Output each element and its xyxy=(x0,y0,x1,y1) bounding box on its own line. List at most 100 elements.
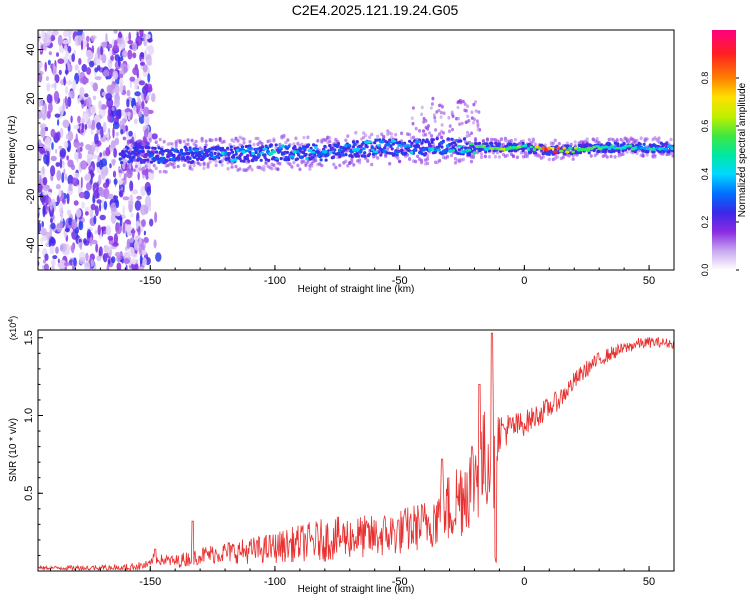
heatmap-noise-blob xyxy=(39,61,43,68)
heatmap-noise-blob xyxy=(90,203,97,211)
heatmap-core-blob xyxy=(339,145,343,149)
heatmap-noise-blob xyxy=(96,255,102,262)
heatmap-noise-blob xyxy=(126,238,131,250)
heatmap-noise-blob xyxy=(53,90,60,102)
heatmap-core-blob xyxy=(158,150,162,154)
heatmap-halo-blob xyxy=(398,159,402,164)
x-tick-label: -150 xyxy=(139,576,161,588)
heatmap-noise-blob xyxy=(56,170,62,181)
heatmap-halo-blob xyxy=(152,163,156,168)
heatmap-core-blob xyxy=(459,139,463,143)
heatmap-halo-blob xyxy=(338,163,342,168)
colorbar-ticks: 0.0 0.2 0.4 0.6 0.8 xyxy=(700,72,739,276)
heatmap-wisp-blob xyxy=(433,119,437,123)
heatmap-core-blob xyxy=(245,157,250,161)
heatmap-noise-blob xyxy=(63,168,66,176)
heatmap-ridge-blob xyxy=(244,149,250,153)
heatmap-noise-blob xyxy=(62,101,65,113)
heatmap-noise-blob xyxy=(133,240,140,251)
heatmap-core-blob xyxy=(203,148,207,152)
heatmap-noise-blob xyxy=(44,136,51,149)
heatmap-ridge-blob xyxy=(552,150,558,153)
heatmap-ridge-blob xyxy=(483,147,490,151)
heatmap-core-blob xyxy=(410,141,414,145)
heatmap-noise-blob xyxy=(42,191,49,196)
heatmap-halo-blob xyxy=(142,142,146,147)
heatmap-noise-blob xyxy=(146,186,152,196)
heatmap-core-blob xyxy=(642,142,646,146)
heatmap-wisp-blob xyxy=(420,105,424,110)
snr-panel: -150 -100 -50 0 50 0.5 1.0 1.5 Height of strai… xyxy=(8,316,675,595)
heatmap-noise-blob xyxy=(143,236,149,244)
heatmap-halo-blob xyxy=(130,137,134,142)
heatmap-noise-blob xyxy=(67,45,72,54)
heatmap-halo-blob xyxy=(256,142,260,146)
heatmap-core-blob xyxy=(304,152,308,157)
heatmap-core-blob xyxy=(226,146,230,150)
heatmap-halo-blob xyxy=(242,137,246,141)
heatmap-noise-blob xyxy=(140,61,145,66)
heatmap-core-blob xyxy=(384,140,388,144)
heatmap-ridge-blob xyxy=(428,147,432,152)
heatmap-ridge-blob xyxy=(317,154,321,158)
heatmap-noise-blob xyxy=(47,191,52,197)
heatmap-halo-blob xyxy=(362,131,366,135)
heatmap-core-blob xyxy=(248,144,252,148)
heatmap-noise-blob xyxy=(40,227,47,237)
heatmap-core-blob xyxy=(259,148,263,152)
heatmap-x-ticks: -150 -100 -50 0 50 xyxy=(49,265,675,287)
heatmap-ridge-blob xyxy=(307,148,313,153)
snr-x-label: Height of straight line (km) xyxy=(298,584,415,595)
heatmap-core-blob xyxy=(400,148,404,152)
heatmap-halo-blob xyxy=(314,158,318,163)
heatmap-noise-blob xyxy=(86,156,92,165)
heatmap-core-blob xyxy=(408,139,412,143)
heatmap-noise-blob xyxy=(39,147,46,154)
heatmap-ridge-blob xyxy=(296,150,300,154)
heatmap-halo-blob xyxy=(461,157,466,162)
heatmap-halo-blob xyxy=(344,159,348,164)
heatmap-noise-blob xyxy=(115,222,122,235)
heatmap-noise-blob xyxy=(71,90,75,99)
heatmap-noise-blob xyxy=(121,50,128,58)
heatmap-core-blob xyxy=(521,141,525,145)
heatmap-core-blob xyxy=(186,155,190,159)
heatmap-core-blob xyxy=(247,159,251,163)
heatmap-noise-blob xyxy=(68,183,73,192)
heatmap-core-blob xyxy=(293,145,297,149)
heatmap-x-label: Height of straight line (km) xyxy=(298,284,415,295)
heatmap-halo-blob xyxy=(414,159,418,164)
heatmap-noise-blob xyxy=(61,198,66,203)
heatmap-noise-blob xyxy=(98,250,101,257)
heatmap-noise-blob xyxy=(62,39,69,45)
heatmap-halo-blob xyxy=(210,138,214,143)
heatmap-noise-blob xyxy=(143,106,150,117)
heatmap-noise-blob xyxy=(48,239,52,247)
heatmap-noise-blob xyxy=(96,122,102,130)
heatmap-noise-blob xyxy=(141,219,146,228)
heatmap-wisp-blob xyxy=(424,119,428,123)
heatmap-ridge-blob xyxy=(157,159,164,163)
heatmap-ridge-blob xyxy=(523,144,528,148)
snr-y-multiplier-base: (x10 xyxy=(8,323,18,341)
heatmap-core-blob xyxy=(141,146,145,150)
heatmap-noise-blob xyxy=(50,217,53,224)
heatmap-halo-blob xyxy=(447,129,452,133)
heatmap-wisp-blob xyxy=(447,116,451,120)
heatmap-ridge-blob xyxy=(200,150,204,155)
heatmap-ridge-blob xyxy=(251,152,255,156)
heatmap-halo-blob xyxy=(426,161,430,166)
heatmap-halo-blob xyxy=(262,168,266,172)
heatmap-noise-blob xyxy=(92,95,97,101)
heatmap-halo-blob xyxy=(366,159,370,163)
heatmap-noise-blob xyxy=(51,142,54,150)
heatmap-noise-blob xyxy=(74,226,80,234)
heatmap-noise-blob xyxy=(101,41,108,48)
heatmap-noise-blob xyxy=(55,246,59,254)
heatmap-noise-blob xyxy=(113,98,120,108)
heatmap-halo-blob xyxy=(609,154,613,159)
heatmap-core-blob xyxy=(128,152,132,156)
heatmap-noise-blob xyxy=(126,139,130,146)
heatmap-ridge-blob xyxy=(417,151,424,155)
heatmap-core-blob xyxy=(390,147,394,151)
